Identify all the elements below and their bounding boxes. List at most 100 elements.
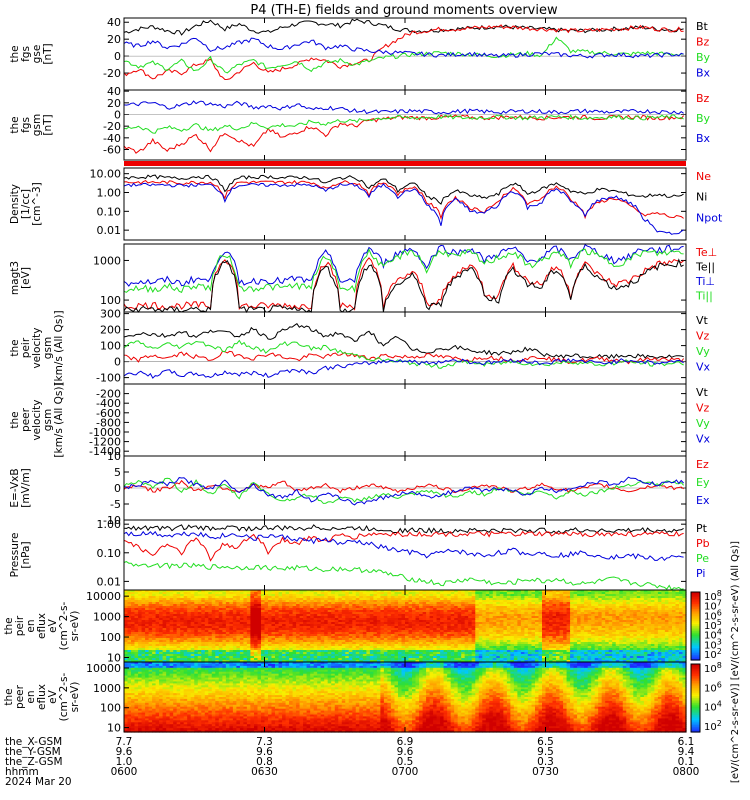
spectrogram-cell xyxy=(313,600,318,603)
spectrogram-cell xyxy=(271,652,276,655)
spectrogram-cell xyxy=(289,602,294,605)
spectrogram-cell xyxy=(159,612,164,615)
spectrogram-cell xyxy=(134,648,139,651)
spectrogram-cell xyxy=(148,636,153,639)
spectrogram-cell xyxy=(190,624,195,627)
spectrogram-cell xyxy=(292,632,297,635)
spectrogram-cell xyxy=(310,636,315,639)
spectrogram-cell xyxy=(264,642,269,645)
spectrogram-cell xyxy=(383,604,388,607)
spectrogram-cell xyxy=(278,602,283,605)
spectrogram-cell xyxy=(218,622,223,625)
spectrogram-cell xyxy=(306,634,311,637)
spectrogram-cell xyxy=(215,656,220,659)
spectrogram-cell xyxy=(218,618,223,621)
spectrogram-cell xyxy=(159,658,164,661)
spectrogram-cell xyxy=(373,620,378,623)
spectrogram-cell xyxy=(271,598,276,601)
spectrogram-cell xyxy=(148,658,153,661)
spectrogram-cell xyxy=(383,598,388,601)
panel-2-series xyxy=(123,100,684,154)
spectrogram-cell xyxy=(218,612,223,615)
spectrogram-cell xyxy=(282,658,287,661)
spectrogram-cell xyxy=(348,624,353,627)
spectrogram-cell xyxy=(194,660,199,663)
spectrogram-cell xyxy=(261,590,266,593)
spectrogram-cell xyxy=(254,640,259,643)
spectrogram-cell xyxy=(261,606,266,609)
spectrogram-cell xyxy=(289,604,294,607)
spectrogram-cell xyxy=(173,598,178,601)
spectrogram-cell xyxy=(180,654,185,657)
spectrogram-cell xyxy=(366,638,371,641)
spectrogram-cell xyxy=(327,638,332,641)
spectrogram-cell xyxy=(380,608,385,611)
spectrogram-cell xyxy=(257,602,262,605)
spectrogram-cell xyxy=(232,644,237,647)
spectrogram-cell xyxy=(275,604,280,607)
panel-4-ylabel: [eV] xyxy=(20,267,32,289)
spectrogram-cell xyxy=(201,612,206,615)
spectrogram-cell xyxy=(166,658,171,661)
spectrogram-cell xyxy=(145,660,150,663)
spectrogram-cell xyxy=(355,626,360,629)
spectrogram-cell xyxy=(138,592,143,595)
spectrogram-cell xyxy=(299,644,304,647)
spectrogram-cell xyxy=(159,636,164,639)
spectrogram-cell xyxy=(299,638,304,641)
spectrogram-cell xyxy=(292,638,297,641)
spectrogram-cell xyxy=(250,646,255,649)
spectrogram-cell xyxy=(261,602,266,605)
spectrogram-cell xyxy=(282,624,287,627)
spectrogram-cell xyxy=(401,592,406,595)
spectrogram-cell xyxy=(176,642,181,645)
spectrogram-cell xyxy=(250,606,255,609)
spectrogram-cell xyxy=(183,594,188,597)
spectrogram-cell xyxy=(317,632,322,635)
spectrogram-cell xyxy=(401,608,406,611)
spectrogram-cell xyxy=(278,644,283,647)
spectrogram-cell xyxy=(366,612,371,615)
spectrogram-cell xyxy=(348,658,353,661)
spectrogram-cell xyxy=(366,606,371,609)
spectrogram-cell xyxy=(187,636,192,639)
spectrogram-cell xyxy=(292,640,297,643)
spectrogram-cell xyxy=(124,612,129,615)
spectrogram-cell xyxy=(229,646,234,649)
spectrogram-cell xyxy=(324,626,329,629)
spectrogram-cell xyxy=(355,650,360,653)
spectrogram-cell xyxy=(275,590,280,593)
spectrogram-cell xyxy=(169,632,174,635)
spectrogram-cell xyxy=(278,650,283,653)
spectrogram-cell xyxy=(162,656,167,659)
spectrogram-cell xyxy=(162,648,167,651)
spectrogram-cell xyxy=(261,630,266,633)
spectrogram-cell xyxy=(383,628,388,631)
spectrogram-cell xyxy=(236,614,241,617)
spectrogram-cell xyxy=(211,660,216,663)
spectrogram-cell xyxy=(390,646,395,649)
spectrogram-cell xyxy=(183,596,188,599)
spectrogram-cell xyxy=(369,658,374,661)
spectrogram-cell xyxy=(289,660,294,663)
spectrogram-cell xyxy=(401,620,406,623)
spectrogram-cell xyxy=(331,646,336,649)
spectrogram-cell xyxy=(264,658,269,661)
spectrogram-cell xyxy=(155,600,160,603)
spectrogram-cell xyxy=(134,622,139,625)
spectrogram-cell xyxy=(204,660,209,663)
spectrogram-cell xyxy=(152,644,157,647)
spectrogram-cell xyxy=(229,600,234,603)
spectrogram-cell xyxy=(275,626,280,629)
spectrogram-cell xyxy=(225,654,230,657)
spectrogram-cell xyxy=(383,650,388,653)
spectrogram-cell xyxy=(282,640,287,643)
spectrogram-cell xyxy=(282,612,287,615)
spectrogram-cell xyxy=(204,612,209,615)
spectrogram-cell xyxy=(338,640,343,643)
spectrogram-cell xyxy=(394,638,399,641)
spectrogram-cell xyxy=(341,620,346,623)
spectrogram-cell xyxy=(131,594,136,597)
spectrogram-cell xyxy=(187,656,192,659)
spectrogram-cell xyxy=(218,626,223,629)
